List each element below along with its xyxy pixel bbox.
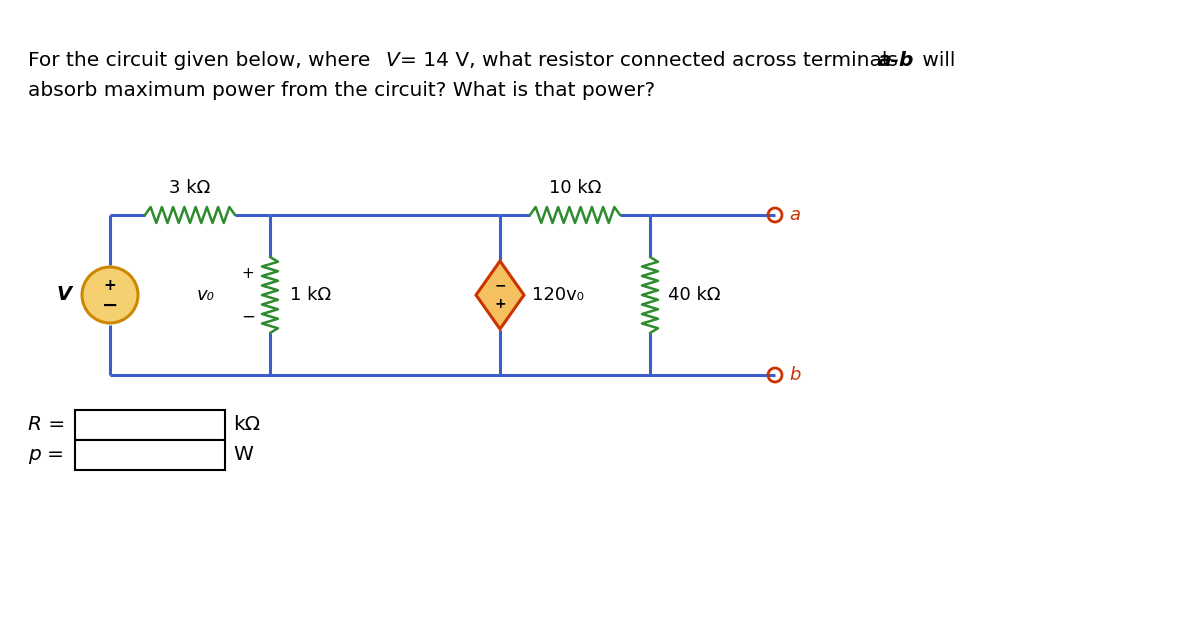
Polygon shape [476, 261, 524, 329]
Text: −: − [102, 296, 118, 314]
Text: V: V [385, 50, 398, 69]
Text: 1 kΩ: 1 kΩ [290, 286, 331, 304]
Text: R =: R = [28, 415, 65, 435]
Text: For the circuit given below, where: For the circuit given below, where [28, 50, 377, 69]
Text: = 14 V, what resistor connected across terminals: = 14 V, what resistor connected across t… [400, 50, 905, 69]
Text: −: − [494, 278, 506, 292]
Text: a: a [790, 206, 800, 224]
Text: W: W [233, 446, 253, 464]
Text: p =: p = [28, 446, 64, 464]
Text: 10 kΩ: 10 kΩ [548, 179, 601, 197]
Text: absorb maximum power from the circuit? What is that power?: absorb maximum power from the circuit? W… [28, 81, 655, 99]
Text: −: − [241, 308, 254, 326]
Text: +: + [241, 265, 254, 280]
Bar [74, 440, 226, 470]
Text: will: will [916, 50, 955, 69]
Text: 120v₀: 120v₀ [532, 286, 584, 304]
Text: V: V [56, 285, 72, 304]
Text: kΩ: kΩ [233, 415, 260, 435]
Text: 40 kΩ: 40 kΩ [668, 286, 720, 304]
Text: +: + [494, 297, 506, 311]
Text: 3 kΩ: 3 kΩ [169, 179, 211, 197]
Text: v₀: v₀ [197, 286, 215, 304]
Circle shape [82, 267, 138, 323]
Text: +: + [103, 278, 116, 293]
Bar [74, 410, 226, 440]
Text: b: b [790, 366, 800, 384]
Text: a-b: a-b [878, 50, 914, 69]
